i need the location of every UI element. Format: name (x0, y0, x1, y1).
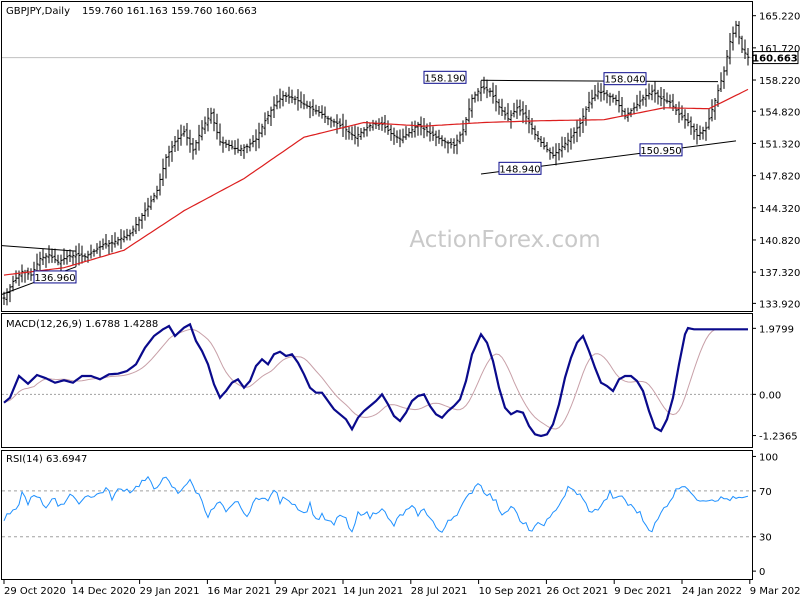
x-tick-label: 16 Mar 2021 (207, 586, 270, 597)
macd-indicator-label: MACD(12,26,9) 1.6788 1.4288 (6, 319, 158, 330)
price-annotation-box (33, 270, 77, 284)
symbol-label: GBPJPY,Daily (6, 6, 70, 17)
price-annotation-label: 158.190 (424, 73, 465, 84)
x-tick-label: 10 Sep 2021 (479, 586, 542, 597)
price-annotation-box (603, 72, 647, 86)
price-annotation-box (498, 161, 542, 175)
rsi-line (3, 475, 749, 533)
price-y-tick-label: 161.720 (759, 44, 800, 55)
current-price-label: 160.663 (752, 54, 798, 65)
price-annotation: 158.040 (603, 72, 647, 86)
macd-layer (2, 322, 752, 438)
price-annotation: 136.960 (33, 270, 77, 284)
x-tick-label: 29 Jan 2021 (140, 586, 200, 597)
macd-y-tick-label: -1.2365 (759, 432, 798, 443)
x-tick-label: 14 Dec 2020 (72, 586, 136, 597)
moving-average-line (3, 88, 749, 276)
rsi-layer (2, 475, 752, 538)
macd-signal-line (3, 328, 748, 430)
current-price-tag (752, 51, 799, 65)
price-annotation-label: 158.040 (604, 75, 645, 86)
macd-line (3, 322, 748, 438)
price-y-tick-label: 144.320 (759, 204, 800, 215)
price-annotation-label: 148.940 (499, 164, 540, 175)
price-panel-frame (1, 1, 753, 312)
x-tick-label: 29 Apr 2021 (275, 586, 337, 597)
price-annotation-box (423, 70, 467, 84)
macd-y-tick-label: 0.00 (759, 390, 781, 401)
watermark: ActionForex.com (409, 227, 600, 253)
price-y-tick-label: 165.220 (759, 12, 800, 23)
price-y-tick-label: 137.320 (759, 268, 800, 279)
x-tick-label: 29 Oct 2020 (4, 586, 66, 597)
price-y-tick-label: 158.220 (759, 76, 800, 87)
rsi-y-tick-label: 70 (759, 487, 772, 498)
price-annotation-box (639, 143, 683, 157)
rsi-panel-frame (1, 450, 753, 580)
x-tick-label: 9 Mar 2022 (750, 586, 800, 597)
rsi-y-tick-label: 100 (759, 452, 778, 463)
price-annotation: 148.940 (498, 161, 542, 175)
triangle-upper-line (1, 245, 77, 252)
axis-layer: 165.220 161.720 158.220 154.820 151.320 147.8… (3, 12, 800, 597)
macd-y-tick-label: 1.9799 (759, 324, 794, 335)
trendline-1 (480, 79, 719, 83)
price-annotation: 150.950 (639, 143, 683, 157)
price-y-tick-label: 140.820 (759, 236, 800, 247)
price-annotation: 158.190 (423, 70, 467, 84)
macd-panel-frame (1, 313, 753, 448)
ohlc-readout: 159.760 161.163 159.760 160.663 (82, 6, 257, 17)
rsi-y-tick-label: 0 (759, 567, 765, 578)
x-tick-label: 28 Jul 2021 (411, 586, 468, 597)
x-tick-label: 26 Oct 2021 (546, 586, 608, 597)
rsi-indicator-label: RSI(14) 63.6947 (6, 454, 87, 465)
price-y-tick-label: 154.820 (759, 107, 800, 118)
price-y-tick-label: 147.820 (759, 172, 800, 183)
price-annotation-label: 136.960 (34, 273, 75, 284)
x-tick-label: 9 Dec 2021 (614, 586, 672, 597)
price-annotation-label: 150.950 (640, 146, 681, 157)
price-layer: 136.960 158.190 158.040 148.940 150.950 (1, 20, 752, 306)
price-y-tick-label: 151.320 (759, 139, 800, 150)
x-tick-label: 14 Jun 2021 (343, 586, 403, 597)
x-tick-label: 24 Jan 2022 (682, 586, 742, 597)
rsi-y-tick-label: 30 (759, 533, 772, 544)
price-y-tick-label: 133.920 (759, 299, 800, 310)
